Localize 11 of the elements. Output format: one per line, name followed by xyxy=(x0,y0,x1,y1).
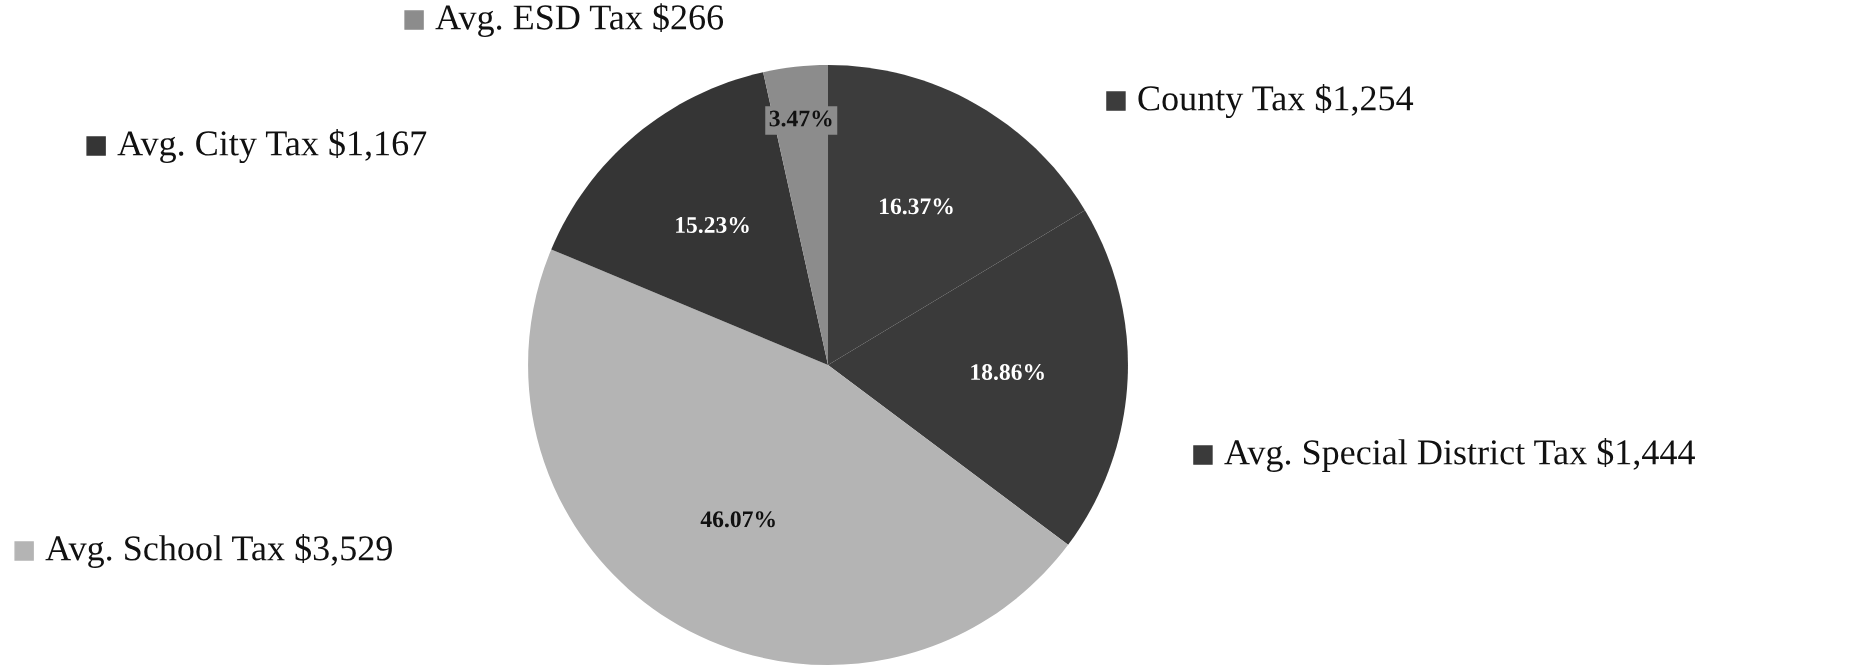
data-label: 16.37% xyxy=(880,198,953,215)
legend-label: County Tax $1,254 xyxy=(1138,84,1414,119)
data-label: 46.07% xyxy=(700,511,775,528)
data-label: 18.86% xyxy=(971,364,1044,381)
legend-label: Avg. ESD Tax $266 xyxy=(435,3,724,38)
data-label: 15.23% xyxy=(676,216,749,233)
legend-label: Avg. City Tax $1,167 xyxy=(117,129,427,164)
pie-slice xyxy=(528,249,1069,665)
data-label: 3.47% xyxy=(769,110,832,127)
legend-label: Avg. School Tax $3,529 xyxy=(45,534,392,568)
legend-label: Avg. Special District Tax $1,444 xyxy=(1224,438,1695,472)
